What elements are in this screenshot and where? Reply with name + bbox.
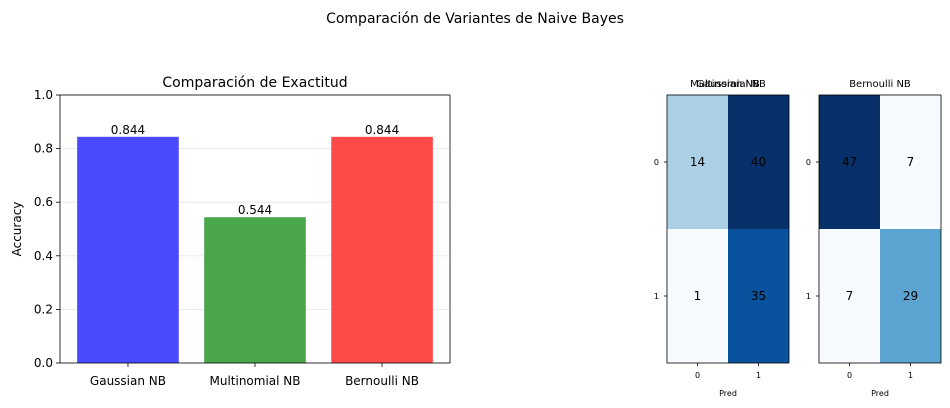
cm-y-tick-label: 1 — [654, 292, 659, 301]
cm-x-tick-label: 0 — [695, 371, 700, 380]
cm-y-tick-label: 0 — [806, 158, 811, 167]
x-tick-label: Multinomial NB — [209, 374, 300, 388]
x-tick-label: Bernoulli NB — [345, 374, 419, 388]
cm-cell-label: 14 — [690, 155, 705, 169]
cm-cell — [728, 229, 789, 363]
cm-gaussian-title: Gaussian NB — [696, 79, 760, 90]
y-tick-label: 0.0 — [34, 356, 53, 370]
accuracy-bar-chart: 0.844 0.544 0.844 0.0 0.2 0.4 0.6 0.8 1.0 Gauss… — [10, 75, 451, 388]
bar — [77, 136, 179, 363]
confusion-matrix-bernoulli: 47 7 7 29 0 1 0 1 Bernoulli NB Pred — [806, 79, 942, 398]
cm-x-tick-label: 0 — [847, 371, 852, 380]
cm-cell — [880, 229, 941, 363]
y-axis-label: Accuracy — [10, 202, 24, 257]
cm-bernoulli-cells: 47 7 7 29 0 1 0 1 — [806, 94, 942, 380]
cm-cell-label: 35 — [751, 289, 766, 303]
cm-cell-label: 29 — [903, 289, 918, 303]
y-tick-label: 1.0 — [34, 88, 53, 102]
bar-value-label: 0.844 — [111, 123, 145, 137]
cm-cell — [819, 229, 880, 363]
cm-cell-label: 7 — [846, 289, 854, 303]
figure-suptitle: Comparación de Variantes de Naive Bayes — [326, 11, 624, 27]
cm-cell-label: 1 — [694, 289, 702, 303]
cm-cell — [819, 95, 880, 229]
cm-bernoulli-xlabel: Pred — [871, 389, 889, 398]
y-tick-label: 0.8 — [34, 142, 53, 156]
bar-value-label: 0.844 — [365, 123, 399, 137]
cm-x-tick-label: 1 — [908, 371, 913, 380]
x-axis-ticks: Gaussian NB Multinomial NB Bernoulli NB — [90, 363, 419, 388]
bar-chart-title: Comparación de Exactitud — [162, 75, 347, 91]
confusion-matrix-gaussian: 14 40 1 35 0 1 0 1 Multinomial NB Gaussian NB P… — [654, 79, 790, 398]
cm-cell — [667, 229, 728, 363]
cm-cell — [667, 95, 728, 229]
cm-cell-label: 7 — [907, 155, 915, 169]
y-axis-ticks: 0.0 0.2 0.4 0.6 0.8 1.0 — [34, 88, 60, 370]
y-tick-label: 0.6 — [34, 195, 53, 209]
cm-frame — [666, 94, 790, 364]
y-tick-label: 0.2 — [34, 302, 53, 316]
cm-gaussian-xlabel: Pred — [719, 389, 737, 398]
cm-cell — [728, 95, 789, 229]
y-tick-label: 0.4 — [34, 249, 53, 263]
bar-series: 0.844 0.544 0.844 — [77, 123, 433, 363]
bar-value-label: 0.544 — [238, 203, 272, 217]
bar — [204, 217, 306, 363]
cm-y-tick-label: 0 — [654, 158, 659, 167]
cm-cell — [880, 95, 941, 229]
cm-gaussian-cells: 14 40 1 35 0 1 0 1 — [654, 94, 790, 380]
cm-bernoulli-title: Bernoulli NB — [849, 79, 911, 90]
cm-gaussian-title-overlap: Multinomial NB — [690, 79, 766, 90]
x-tick-label: Gaussian NB — [90, 374, 166, 388]
cm-cell-label: 47 — [842, 155, 857, 169]
bar — [331, 136, 433, 363]
cm-cell-label: 40 — [751, 155, 766, 169]
cm-frame — [818, 94, 942, 364]
cm-y-tick-label: 1 — [806, 292, 811, 301]
cm-x-tick-label: 1 — [756, 371, 761, 380]
